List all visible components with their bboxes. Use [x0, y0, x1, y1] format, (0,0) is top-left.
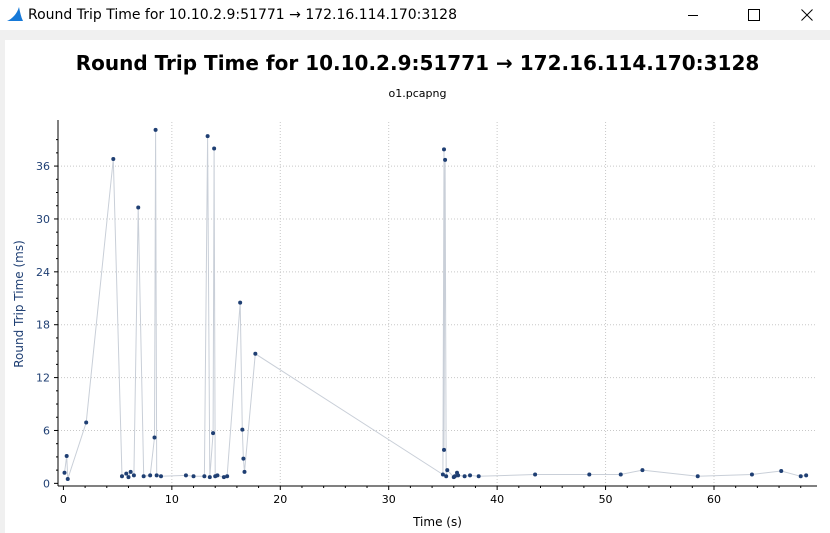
close-icon: [801, 9, 813, 21]
data-point: [126, 475, 131, 480]
x-tick-label: 10: [165, 493, 179, 506]
data-point: [240, 427, 245, 432]
y-tick-label: 30: [36, 213, 50, 226]
data-point: [141, 474, 146, 479]
data-point: [131, 473, 136, 478]
minimize-button[interactable]: [670, 0, 716, 30]
data-point: [442, 147, 447, 152]
data-point: [456, 473, 461, 478]
data-point: [444, 474, 449, 479]
chart-subtitle: o1.pcapng: [388, 87, 447, 100]
data-point: [212, 146, 217, 151]
data-point: [779, 469, 784, 474]
data-point: [440, 472, 445, 477]
y-tick-label: 18: [36, 319, 50, 332]
data-point: [148, 473, 153, 478]
y-tick-label: 0: [43, 477, 50, 490]
close-button[interactable]: [784, 0, 830, 30]
data-point: [202, 474, 207, 479]
data-point: [128, 469, 133, 474]
series-line: [64, 129, 807, 480]
data-point: [205, 134, 210, 139]
title-bar[interactable]: Round Trip Time for 10.10.2.9:51771 → 17…: [0, 0, 830, 30]
data-point: [136, 205, 141, 210]
data-point: [238, 300, 243, 305]
data-point: [159, 474, 164, 479]
data-point: [587, 472, 592, 477]
minimize-icon: [688, 15, 698, 16]
y-axis-label: Round Trip Time (ms): [12, 240, 26, 368]
x-tick-label: 50: [599, 493, 613, 506]
maximize-button[interactable]: [731, 0, 777, 30]
data-point: [221, 475, 226, 480]
data-point: [84, 420, 89, 425]
data-point: [462, 474, 467, 479]
data-point: [119, 474, 124, 479]
x-tick-label: 0: [60, 493, 67, 506]
data-point: [241, 456, 246, 461]
data-point: [225, 474, 230, 479]
data-point: [695, 474, 700, 479]
y-tick-label: 6: [43, 424, 50, 437]
data-point: [191, 474, 196, 479]
data-point: [804, 473, 809, 478]
x-axis-label: Time (s): [412, 515, 462, 529]
x-tick-label: 20: [273, 493, 287, 506]
data-point: [111, 157, 116, 162]
data-point: [443, 157, 448, 162]
data-point: [65, 476, 70, 481]
chart-title: Round Trip Time for 10.10.2.9:51771 → 17…: [75, 51, 760, 75]
x-tick-label: 60: [707, 493, 721, 506]
maximize-icon: [748, 9, 760, 21]
data-point: [798, 474, 803, 479]
data-point: [215, 473, 220, 478]
data-point: [445, 468, 450, 473]
data-point: [183, 473, 188, 478]
data-point: [152, 435, 157, 440]
rtt-chart[interactable]: 0 10 20 30 40 50 60 0 6 12 18 24 30 36 Time (s) Round T…: [5, 40, 830, 533]
wireshark-fin-icon: [7, 7, 23, 21]
window-title: Round Trip Time for 10.10.2.9:51771 → 17…: [28, 7, 457, 23]
y-tick-label: 12: [36, 372, 50, 385]
data-point: [468, 473, 473, 478]
data-point: [452, 474, 457, 479]
data-point: [64, 454, 69, 459]
data-point: [442, 447, 447, 452]
y-tick-label: 24: [36, 266, 50, 279]
data-point: [154, 473, 159, 478]
data-point: [640, 468, 645, 473]
data-point: [618, 472, 623, 477]
data-point: [211, 431, 216, 436]
data-point: [749, 472, 754, 477]
data-point: [124, 471, 129, 476]
data-point: [533, 472, 538, 477]
x-tick-label: 40: [490, 493, 504, 506]
data-point: [476, 474, 481, 479]
y-tick-label: 36: [36, 160, 50, 173]
data-point: [153, 127, 158, 132]
plot-area[interactable]: Round Trip Time for 10.10.2.9:51771 → 17…: [5, 40, 830, 533]
data-point: [242, 469, 247, 474]
data-point: [62, 470, 67, 475]
data-point: [207, 475, 212, 480]
x-tick-label: 30: [382, 493, 396, 506]
data-point: [253, 351, 258, 356]
